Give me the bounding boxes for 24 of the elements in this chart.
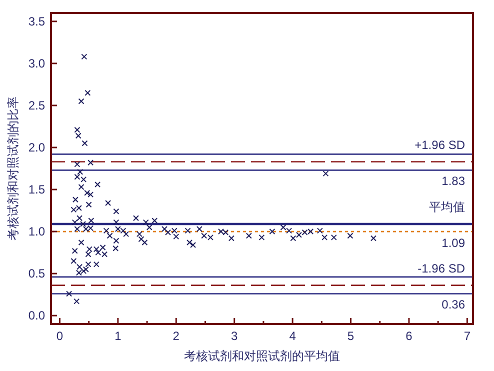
x-axis-title: 考核试剂和对照试剂的平均值 bbox=[184, 349, 340, 363]
y-tick-label: 0.0 bbox=[28, 308, 46, 323]
annotation: 0.36 bbox=[442, 297, 466, 312]
x-tick-label: 6 bbox=[406, 329, 413, 343]
x-tick-label: 4 bbox=[289, 329, 296, 343]
y-tick-label: 0.5 bbox=[28, 266, 46, 281]
x-tick-label: 3 bbox=[231, 329, 238, 343]
ref-line-label: 平均值 bbox=[429, 200, 465, 214]
x-tick-label: 7 bbox=[464, 329, 471, 343]
ref-line-label: -1.96 SD bbox=[418, 261, 466, 276]
y-tick-label: 3.0 bbox=[28, 56, 46, 70]
y-axis-title: 考核试剂和对照试剂的比率 bbox=[6, 96, 20, 240]
y-tick-label: 2.5 bbox=[28, 98, 46, 112]
y-tick-label: 2.0 bbox=[28, 140, 46, 154]
y-tick-label: 3.5 bbox=[28, 14, 46, 28]
annotation: 1.09 bbox=[442, 236, 466, 250]
x-tick-label: 2 bbox=[172, 329, 180, 343]
x-tick-label: 5 bbox=[347, 329, 354, 343]
y-tick-label: 1.5 bbox=[28, 182, 46, 197]
ref-line-label: +1.96 SD bbox=[414, 138, 466, 152]
x-tick-label: 1 bbox=[114, 329, 122, 343]
x-tick-label: 0 bbox=[56, 329, 64, 343]
annotation: 1.83 bbox=[442, 174, 466, 188]
y-tick-label: 1.0 bbox=[28, 224, 46, 239]
